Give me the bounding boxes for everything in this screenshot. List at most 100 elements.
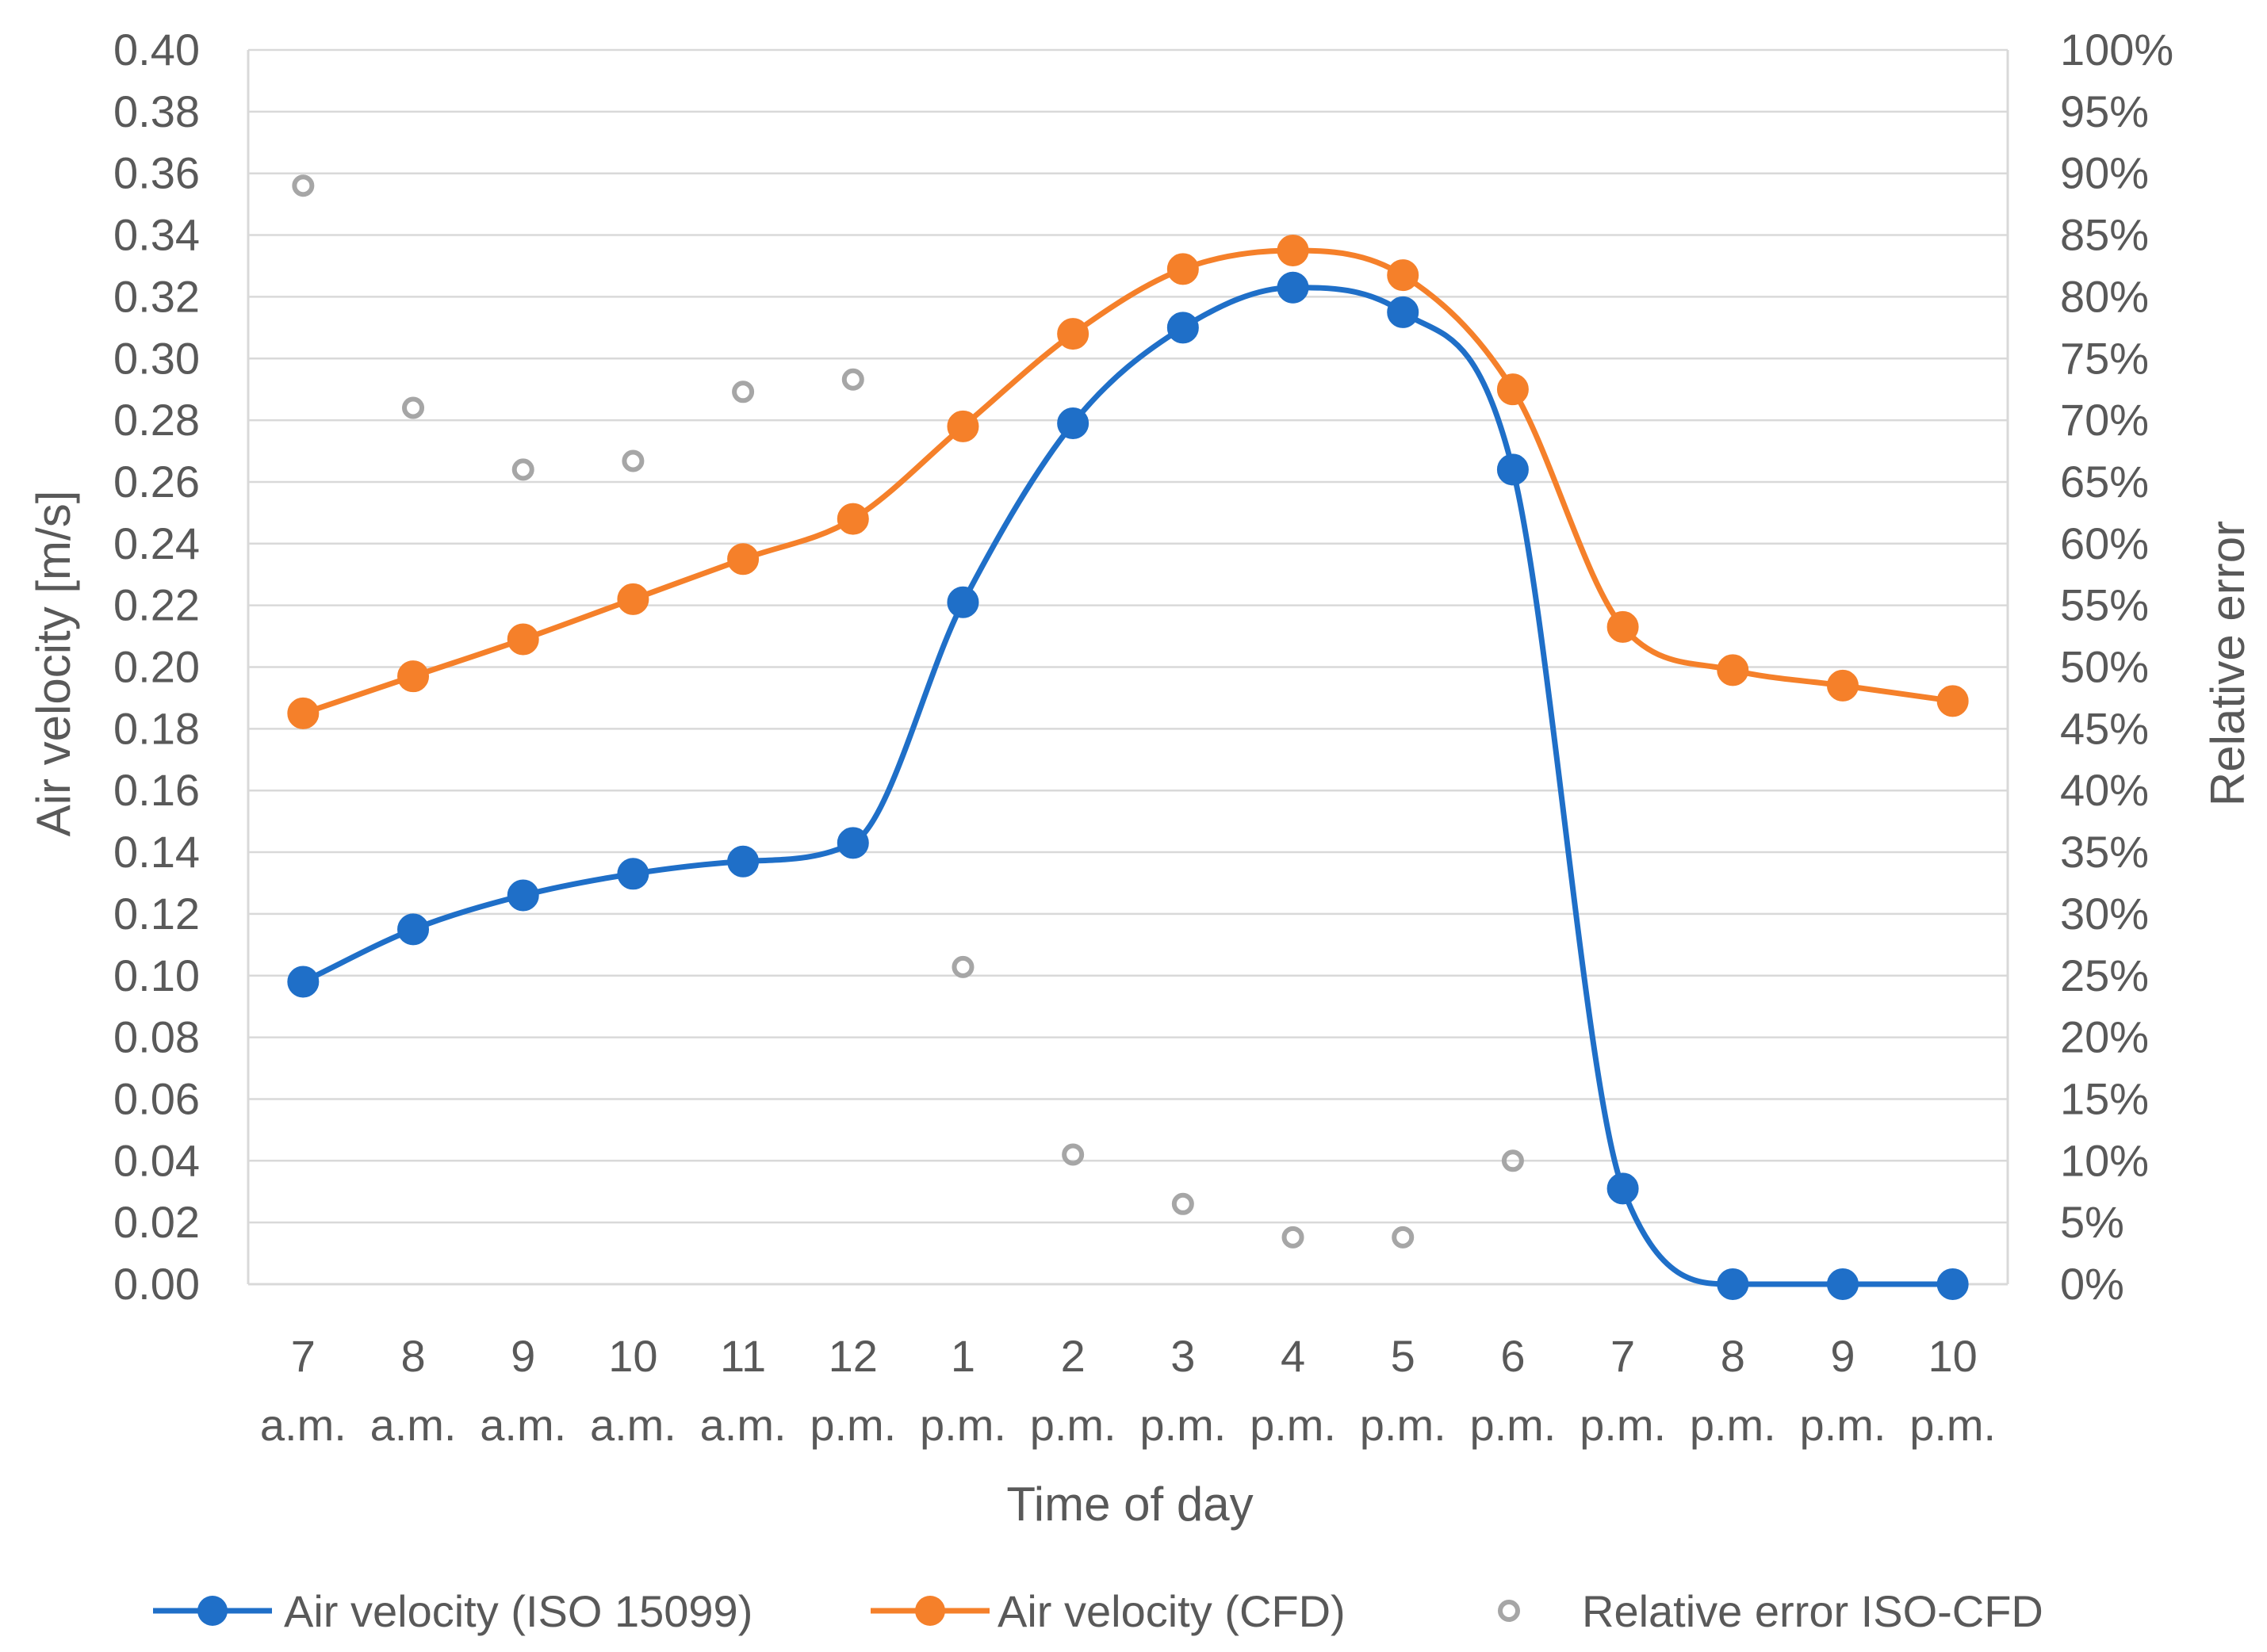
x-tick-hour: 12 [829, 1331, 878, 1381]
x-tick-hour: 7 [291, 1331, 316, 1381]
x-tick-period: p.m. [1250, 1400, 1336, 1450]
data-point [1606, 1172, 1639, 1205]
y-tick-label: 0.36 [113, 148, 200, 198]
y-axis-title: Air velocity [m/s] [27, 491, 80, 837]
x-tick-period: p.m. [1800, 1400, 1886, 1450]
series-line [302, 247, 1954, 717]
data-point [397, 660, 430, 693]
series-1 [287, 235, 1969, 729]
data-point [402, 396, 425, 419]
y2-tick-label: 5% [2060, 1197, 2124, 1247]
data-point [1392, 1226, 1415, 1249]
y2-tick-label: 90% [2060, 148, 2149, 198]
x-tick-hour: 8 [1721, 1331, 1745, 1381]
data-point [511, 458, 534, 481]
y-tick-label: 0.32 [113, 271, 200, 321]
y2-tick-label: 75% [2060, 333, 2149, 383]
x-tick-period: p.m. [1469, 1400, 1556, 1450]
x-tick-period: p.m. [1909, 1400, 1996, 1450]
data-point [841, 368, 864, 391]
y-tick-label: 0.08 [113, 1012, 200, 1062]
y2-tick-label: 50% [2060, 642, 2149, 692]
data-point [1936, 685, 1969, 717]
series-2 [292, 174, 1524, 1249]
data-point [1826, 669, 1859, 702]
y2-tick-label: 0% [2060, 1259, 2124, 1309]
x-tick-hour: 11 [720, 1331, 766, 1381]
data-point [1496, 453, 1529, 486]
data-point [1387, 259, 1419, 292]
x-tick-period: p.m. [810, 1400, 896, 1450]
legend-swatch-marker [197, 1596, 228, 1626]
y-tick-label: 0.28 [113, 395, 200, 445]
y2-tick-label: 40% [2060, 765, 2149, 815]
x-tick-period: p.m. [1690, 1400, 1776, 1450]
y2-tick-label: 35% [2060, 827, 2149, 877]
x-tick-hour: 4 [1281, 1331, 1305, 1381]
y2-tick-label: 80% [2060, 271, 2149, 321]
y-tick-label: 0.30 [113, 333, 200, 383]
y-axis-tick-labels: 0.00 0.02 0.04 0.06 0.08 0.10 0.12 0.14 0.16 0.18… [113, 25, 200, 1309]
data-point [617, 858, 649, 890]
data-point [837, 827, 869, 859]
x-tick-period: p.m. [1139, 1400, 1226, 1450]
y-tick-label: 0.22 [113, 580, 200, 630]
x-tick-period: p.m. [1030, 1400, 1116, 1450]
data-point [617, 583, 649, 615]
y-tick-label: 0.38 [113, 86, 200, 136]
y-tick-label: 0.26 [113, 457, 200, 507]
y-tick-label: 0.18 [113, 703, 200, 753]
series-layer [287, 174, 1969, 1300]
x-tick-hour: 9 [1830, 1331, 1855, 1381]
data-point [732, 380, 755, 403]
data-point [1936, 1268, 1969, 1300]
data-point [622, 449, 645, 472]
y-tick-label: 0.10 [113, 950, 200, 1000]
data-point [287, 697, 320, 729]
x-tick-period: a.m. [590, 1400, 676, 1450]
data-point [1501, 1149, 1524, 1172]
data-point [947, 586, 979, 618]
data-point [1281, 1226, 1304, 1249]
x-tick-hour: 8 [400, 1331, 425, 1381]
x-tick-hour: 10 [608, 1331, 657, 1381]
x-tick-hour: 6 [1500, 1331, 1525, 1381]
x-tick-hour: 10 [1928, 1331, 1978, 1381]
x-tick-hour: 2 [1061, 1331, 1086, 1381]
x-tick-hour: 7 [1610, 1331, 1635, 1381]
data-point [507, 623, 539, 656]
data-point [292, 174, 315, 197]
data-point [1277, 271, 1309, 304]
y-tick-label: 0.04 [113, 1135, 200, 1185]
x-tick-period: p.m. [1580, 1400, 1666, 1450]
data-point [727, 845, 760, 878]
legend-entry-2: Relative error ISO-CFD [1498, 1586, 2043, 1636]
legend-swatch-marker [915, 1596, 945, 1626]
y-tick-label: 0.14 [113, 827, 200, 877]
data-point [287, 966, 320, 998]
data-point [1166, 312, 1199, 344]
x-tick-hour: 9 [511, 1331, 535, 1381]
data-point [1171, 1192, 1194, 1215]
y2-tick-label: 20% [2060, 1012, 2149, 1062]
y2-tick-label: 95% [2060, 86, 2149, 136]
data-point [1717, 1268, 1749, 1300]
x-tick-period: a.m. [700, 1400, 787, 1450]
y-tick-label: 0.24 [113, 518, 200, 568]
legend-label: Air velocity (CFD) [998, 1586, 1346, 1636]
y-tick-label: 0.34 [113, 210, 200, 260]
data-point [947, 410, 979, 442]
data-point [1057, 318, 1089, 350]
x-tick-period: a.m. [260, 1400, 347, 1450]
data-point [1826, 1268, 1859, 1300]
data-point [727, 543, 760, 576]
x-tick-period: a.m. [370, 1400, 457, 1450]
data-point [1062, 1143, 1085, 1166]
legend-entry-1: Air velocity (CFD) [871, 1586, 1346, 1636]
y2-tick-label: 30% [2060, 889, 2149, 939]
y2-tick-label: 85% [2060, 210, 2149, 260]
legend-entry-0: Air velocity (ISO 15099) [153, 1586, 752, 1636]
data-point [837, 503, 869, 535]
x-tick-period: p.m. [1360, 1400, 1446, 1450]
